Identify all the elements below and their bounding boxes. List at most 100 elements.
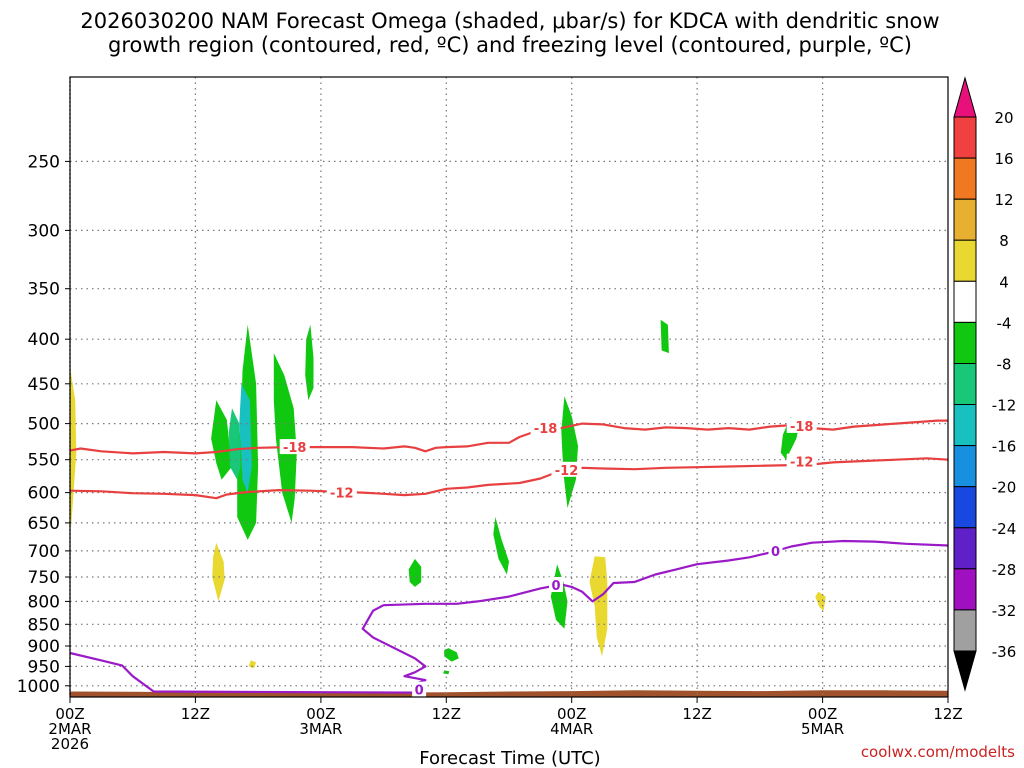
x-tick-label: 2026: [51, 735, 89, 753]
omega-region-9: [248, 660, 257, 669]
colorbar-swatch: [953, 404, 977, 447]
x-tick-label: 12Z: [181, 705, 210, 723]
x-tick-label: 00Z: [557, 705, 586, 723]
y-tick-label: 800: [28, 592, 60, 612]
omega-region-15: [550, 564, 568, 629]
colorbar-swatch: [953, 445, 977, 488]
y-tick-label: 500: [28, 415, 60, 435]
omega-region-8: [212, 542, 225, 602]
omega-region-11: [444, 648, 459, 662]
colorbar-swatch: [953, 280, 977, 323]
colorbar-label: -8: [997, 356, 1012, 374]
y-tick-label: 550: [28, 451, 60, 471]
x-tick-label: 4MAR: [550, 720, 593, 738]
contour-label-bg: [279, 439, 310, 455]
y-tick-label: 700: [28, 542, 60, 562]
contour-label: -12: [330, 487, 354, 502]
x-tick-label: 12Z: [682, 705, 711, 723]
colorbar-swatch: [953, 321, 977, 364]
y-tick-label: 300: [28, 221, 60, 241]
chart-title-line2: growth region (contoured, red, ºC) and f…: [108, 33, 912, 57]
colorbar-swatch: [953, 363, 977, 406]
y-tick-label: 450: [28, 375, 60, 395]
colorbar-label: -12: [992, 397, 1017, 415]
x-tick-label: 00Z: [55, 705, 84, 723]
omega-region-4: [228, 408, 241, 480]
colorbar-label: -16: [992, 438, 1017, 456]
contour-label: -18: [790, 420, 814, 435]
colorbar: 20 16 12 8 4 -4 -8 -12 -16 -20 -24 -28 -32 -36: [953, 76, 1017, 692]
omega-region-6: [273, 353, 297, 523]
colorbar-swatch: [953, 527, 977, 570]
y-tick-label: 850: [28, 615, 60, 635]
contour-label-bg: [326, 484, 357, 500]
contour-label-bg: [530, 420, 561, 436]
colorbar-swatch: [953, 609, 977, 652]
x-axis-title: Forecast Time (UTC): [419, 748, 600, 768]
contour-label-bg: [786, 453, 817, 469]
credit-link[interactable]: coolwx.com/modelts: [861, 743, 1015, 761]
colorbar-label: 12: [994, 191, 1013, 209]
x-tick-label: 3MAR: [299, 720, 342, 738]
y-tick-label: 650: [28, 514, 60, 534]
omega-region-1: [70, 366, 77, 529]
colorbar-label: -4: [997, 314, 1012, 332]
x-tick-label: 00Z: [306, 705, 335, 723]
omega-region-10: [408, 558, 422, 587]
colorbar-swatch: [953, 239, 977, 282]
plot-area: -18 -18 -18 -12 -12 -12 0 0 0: [69, 76, 949, 699]
contour-label-bg: [786, 417, 817, 433]
contour-label: -12: [555, 464, 579, 479]
x-tick-label: 00Z: [808, 705, 837, 723]
colorbar-label: -32: [992, 602, 1017, 620]
x-tick-label: 12Z: [432, 705, 461, 723]
omega-region-2: [211, 400, 232, 480]
contour-label-bg: [768, 542, 783, 558]
colorbar-label: 16: [994, 150, 1013, 168]
contour-label-bg: [412, 681, 427, 697]
colorbar-swatch: [953, 486, 977, 529]
contour-label: 0: [771, 545, 780, 560]
chart-title-line1: 2026030200 NAM Forecast Omega (shaded, μ…: [80, 9, 939, 33]
colorbar-label: -36: [992, 643, 1017, 661]
omega-region-16: [589, 556, 608, 657]
colorbar-swatch: [953, 157, 977, 200]
omega-region-14: [561, 396, 578, 508]
omega-region-17: [660, 319, 669, 354]
colorbar-swatch-top: [953, 76, 977, 118]
contour-label-bg: [549, 577, 563, 592]
colorbar-label: 20: [994, 109, 1013, 127]
omega-region-5: [239, 383, 252, 493]
contour-0: [69, 539, 949, 694]
y-tick-label: 750: [28, 568, 60, 588]
plot-frame: [69, 76, 949, 698]
contour-label-bg: [551, 461, 582, 477]
y-tick-label: 400: [28, 330, 60, 350]
y-axis: 250 300 350 400 450 500 550 600 650 700 750 800 850 9…: [17, 152, 70, 697]
colorbar-swatch: [953, 116, 977, 159]
contour-label: -18: [283, 441, 307, 456]
colorbar-swatch-bottom: [953, 650, 977, 692]
contour-label: 0: [415, 684, 424, 699]
x-tick-label: 2MAR: [48, 720, 91, 738]
contour-label: 0: [551, 579, 560, 594]
colorbar-swatch: [953, 198, 977, 241]
omega-region-7: [305, 324, 314, 401]
omega-region-13: [493, 517, 509, 575]
y-tick-label: 600: [28, 484, 60, 504]
colorbar-label: -20: [992, 479, 1017, 497]
y-tick-label: 950: [28, 657, 60, 677]
contour-label: -18: [534, 422, 558, 437]
colorbar-label: 8: [999, 232, 1009, 250]
terrain: [70, 690, 948, 697]
x-tick-label: 5MAR: [801, 720, 844, 738]
colorbar-swatch: [953, 568, 977, 611]
y-tick-label: 350: [28, 280, 60, 300]
y-tick-label: 1000: [17, 677, 60, 697]
colorbar-label: 4: [999, 273, 1009, 291]
contour-label: -12: [790, 456, 814, 471]
y-tick-label: 250: [28, 152, 60, 172]
x-tick-label: 12Z: [933, 705, 962, 723]
